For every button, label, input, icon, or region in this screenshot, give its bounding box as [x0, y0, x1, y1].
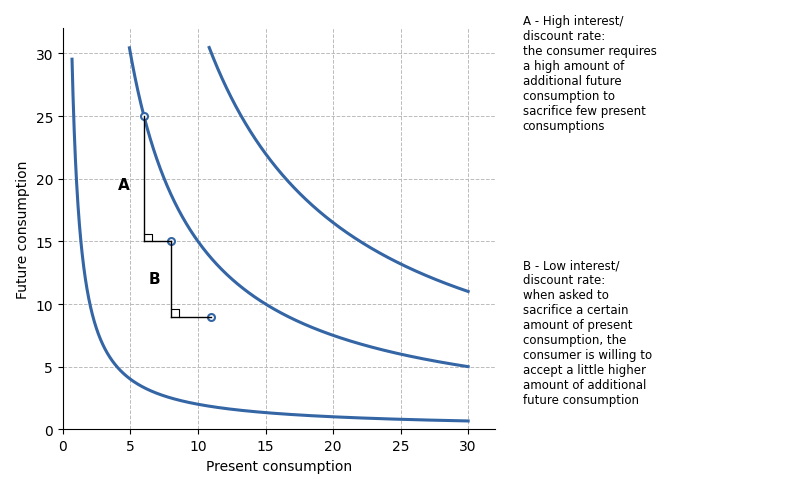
X-axis label: Present consumption: Present consumption: [206, 459, 352, 473]
Text: B - Low interest/
discount rate:
when asked to
sacrifice a certain
amount of pre: B - Low interest/ discount rate: when as…: [523, 259, 652, 407]
Text: A: A: [118, 178, 130, 193]
Y-axis label: Future consumption: Future consumption: [16, 161, 30, 298]
Text: B: B: [149, 272, 160, 287]
Text: A - High interest/
discount rate:
the consumer requires
a high amount of
additio: A - High interest/ discount rate: the co…: [523, 15, 656, 132]
